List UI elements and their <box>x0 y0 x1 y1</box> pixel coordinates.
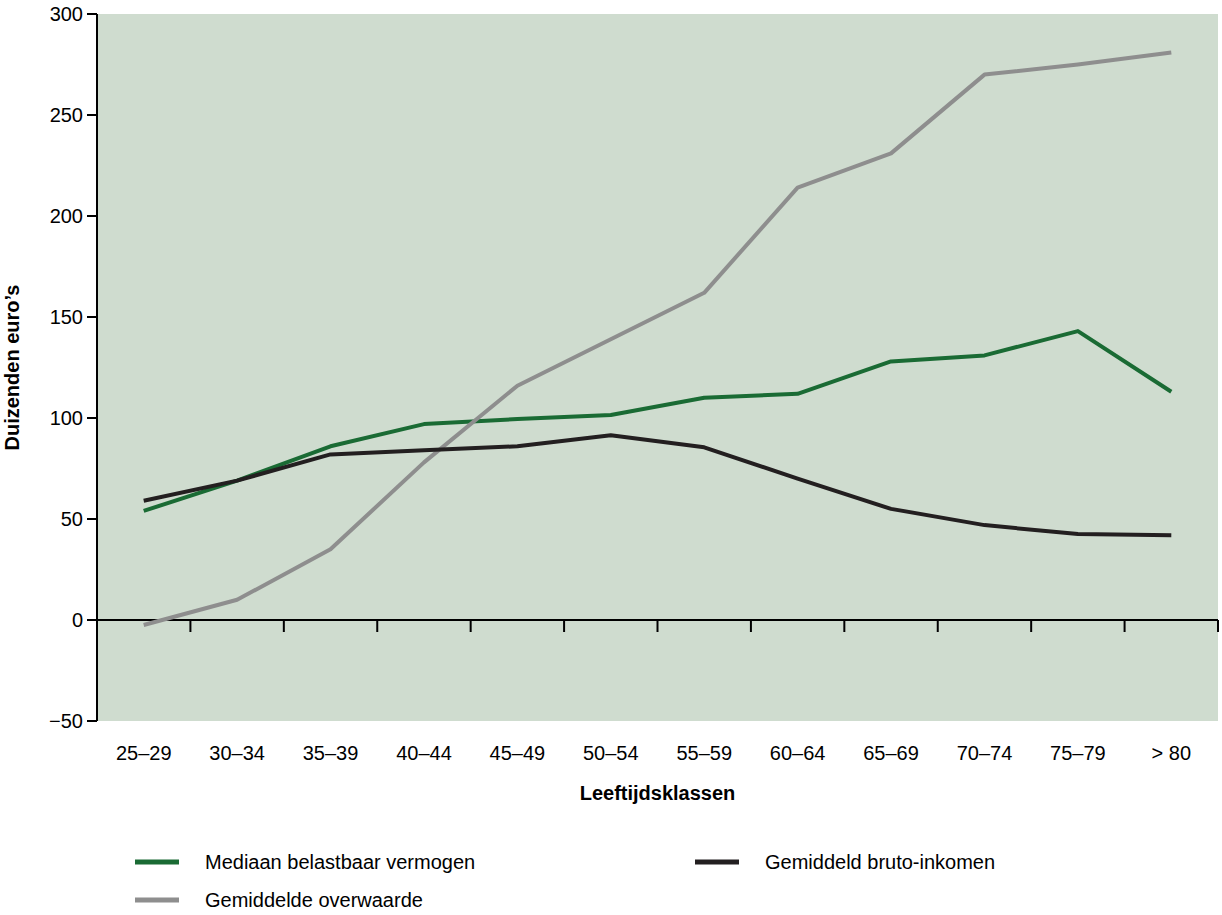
y-tick-label: 50 <box>61 508 83 530</box>
x-tick-label: 60–64 <box>770 742 826 764</box>
y-tick-label: 100 <box>50 407 83 429</box>
x-tick <box>937 620 939 632</box>
legend-key <box>135 860 179 865</box>
y-tick <box>87 720 97 722</box>
x-tick <box>1124 620 1126 632</box>
y-tick-label: 250 <box>50 104 83 126</box>
x-tick-label: 65–69 <box>863 742 919 764</box>
y-tick <box>87 215 97 217</box>
y-tick-label: 150 <box>50 306 83 328</box>
chart: −50 0 50 100 150 200 250 300 25–29 30–34 35–39 40–4… <box>0 0 1222 915</box>
legend-label: Gemiddeld bruto-inkomen <box>765 851 995 873</box>
x-tick-label: 35–39 <box>303 742 359 764</box>
x-tick-label: 25–29 <box>116 742 172 764</box>
y-tick <box>87 13 97 15</box>
x-tick <box>657 620 659 632</box>
x-tick-label: > 80 <box>1152 742 1191 764</box>
y-axis <box>96 14 98 721</box>
legend-key <box>135 898 179 903</box>
series-line <box>144 52 1172 625</box>
series-line <box>144 331 1172 511</box>
x-tick <box>1217 620 1219 632</box>
y-tick <box>87 316 97 318</box>
series-group <box>144 52 1172 625</box>
x-tick <box>283 620 285 632</box>
plot-area <box>97 14 1218 721</box>
x-tick <box>189 620 191 632</box>
x-tick-label: 55–59 <box>676 742 732 764</box>
x-tick <box>750 620 752 632</box>
x-tick-label: 70–74 <box>957 742 1013 764</box>
series-line <box>144 435 1172 535</box>
x-tick-label: 30–34 <box>209 742 265 764</box>
x-tick <box>1030 620 1032 632</box>
x-tick <box>563 620 565 632</box>
y-tick <box>87 114 97 116</box>
y-axis-label: Duizenden euro’s <box>1 285 23 451</box>
legend-key <box>695 860 739 865</box>
y-tick-label: 200 <box>50 205 83 227</box>
y-tick <box>87 417 97 419</box>
y-tick-label: 0 <box>72 609 83 631</box>
x-tick-label: 75–79 <box>1050 742 1106 764</box>
x-tick <box>470 620 472 632</box>
x-tick-label: 50–54 <box>583 742 639 764</box>
y-tick <box>87 619 97 621</box>
legend-label: Gemiddelde overwaarde <box>205 889 423 911</box>
legend-label: Mediaan belastbaar vermogen <box>205 851 475 873</box>
x-tick-label: 40–44 <box>396 742 452 764</box>
x-tick <box>843 620 845 632</box>
y-tick <box>87 518 97 520</box>
x-tick-label: 45–49 <box>490 742 546 764</box>
y-tick-label: −50 <box>49 710 83 732</box>
x-axis-label: Leeftijdsklassen <box>580 782 736 804</box>
y-tick-label: 300 <box>50 3 83 25</box>
x-tick <box>376 620 378 632</box>
